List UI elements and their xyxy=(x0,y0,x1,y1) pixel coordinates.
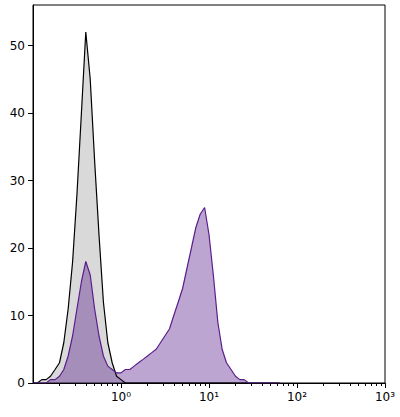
svg-text:30: 30 xyxy=(10,174,25,188)
svg-text:50: 50 xyxy=(10,39,25,53)
svg-text:10²: 10² xyxy=(287,390,307,404)
svg-text:0: 0 xyxy=(17,376,25,390)
svg-text:10³: 10³ xyxy=(375,390,395,404)
svg-text:20: 20 xyxy=(10,241,25,255)
svg-text:40: 40 xyxy=(10,106,25,120)
svg-text:10⁰: 10⁰ xyxy=(111,390,131,404)
svg-text:10: 10 xyxy=(10,309,25,323)
svg-text:10¹: 10¹ xyxy=(199,390,219,404)
